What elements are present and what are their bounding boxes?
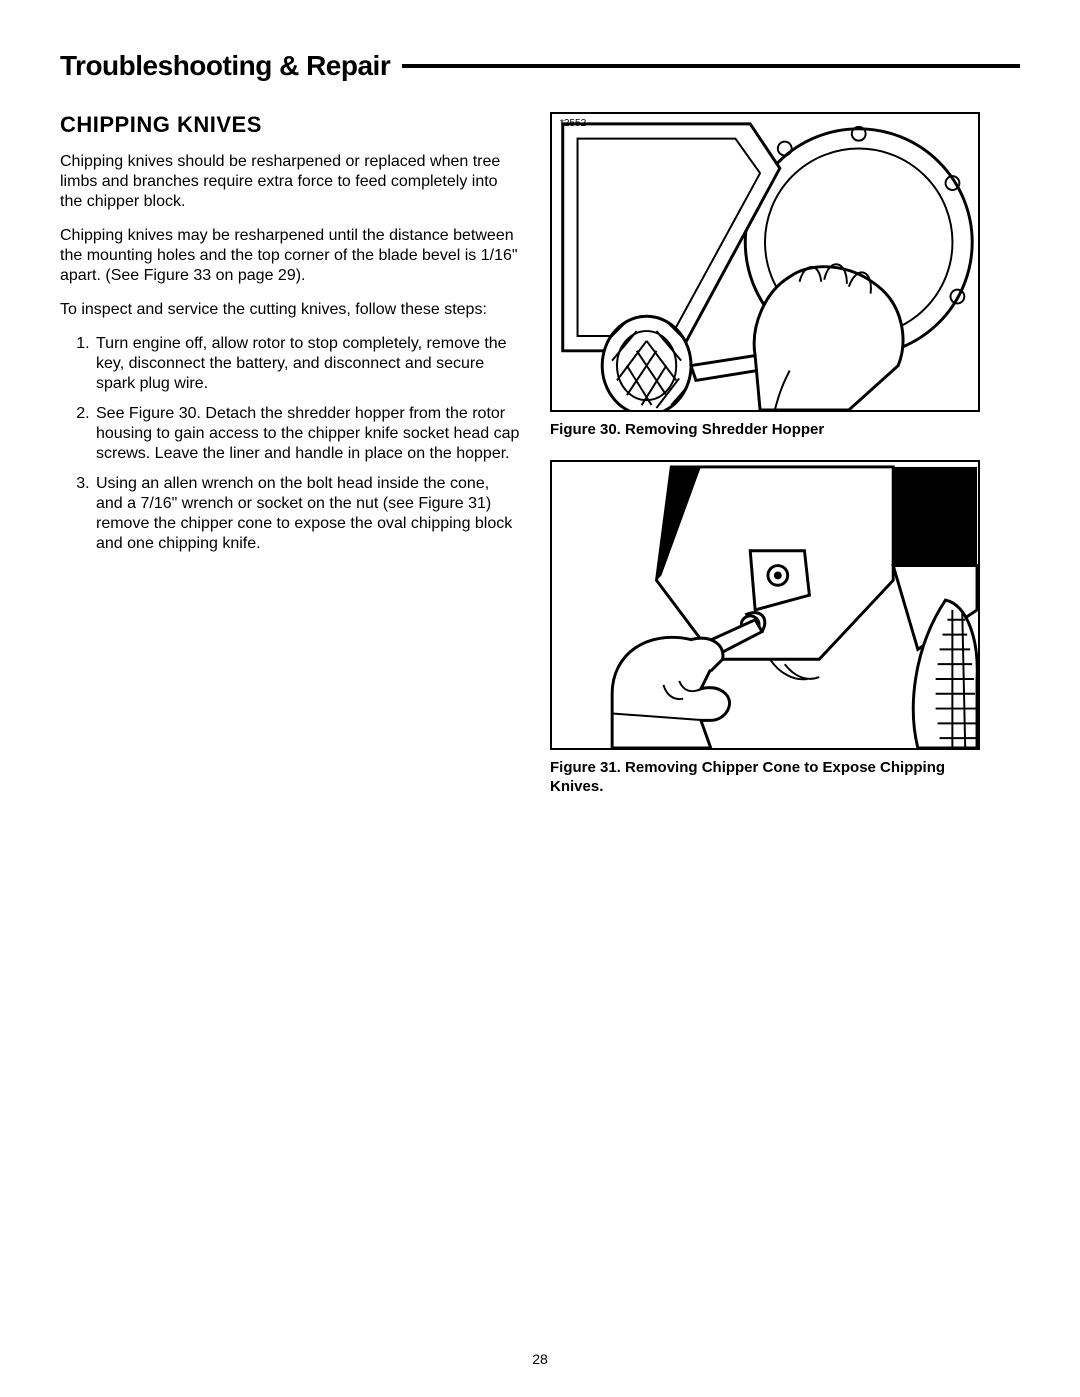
step-item: Turn engine off, allow rotor to stop com… xyxy=(94,334,520,394)
figure-31-illustration xyxy=(552,462,978,748)
figure-31-caption: Figure 31. Removing Chipper Cone to Expo… xyxy=(550,758,980,797)
content-columns: CHIPPING KNIVES Chipping knives should b… xyxy=(60,112,1020,797)
figure-30-box: *2552 xyxy=(550,112,980,412)
page-number: 28 xyxy=(0,1351,1080,1367)
section-title-text: Troubleshooting & Repair xyxy=(60,50,390,82)
figure-30-idmark: *2552 xyxy=(560,118,586,129)
figure-30-caption: Figure 30. Removing Shredder Hopper xyxy=(550,420,980,440)
figure-31-box xyxy=(550,460,980,750)
intro-para-2: Chipping knives may be resharpened until… xyxy=(60,226,520,286)
section-title: Troubleshooting & Repair xyxy=(60,50,1020,82)
figure-30-illustration xyxy=(552,114,978,410)
right-column: *2552 xyxy=(550,112,980,797)
intro-para-1: Chipping knives should be resharpened or… xyxy=(60,152,520,212)
chipping-knives-heading: CHIPPING KNIVES xyxy=(60,112,520,138)
step-item: See Figure 30. Detach the shredder hoppe… xyxy=(94,404,520,464)
intro-para-3: To inspect and service the cutting knive… xyxy=(60,300,520,320)
steps-list: Turn engine off, allow rotor to stop com… xyxy=(60,334,520,554)
section-title-rule xyxy=(402,64,1020,68)
step-item: Using an allen wrench on the bolt head i… xyxy=(94,474,520,554)
left-column: CHIPPING KNIVES Chipping knives should b… xyxy=(60,112,520,797)
